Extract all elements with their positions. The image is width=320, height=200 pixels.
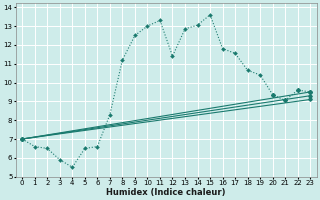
- X-axis label: Humidex (Indice chaleur): Humidex (Indice chaleur): [107, 188, 226, 197]
